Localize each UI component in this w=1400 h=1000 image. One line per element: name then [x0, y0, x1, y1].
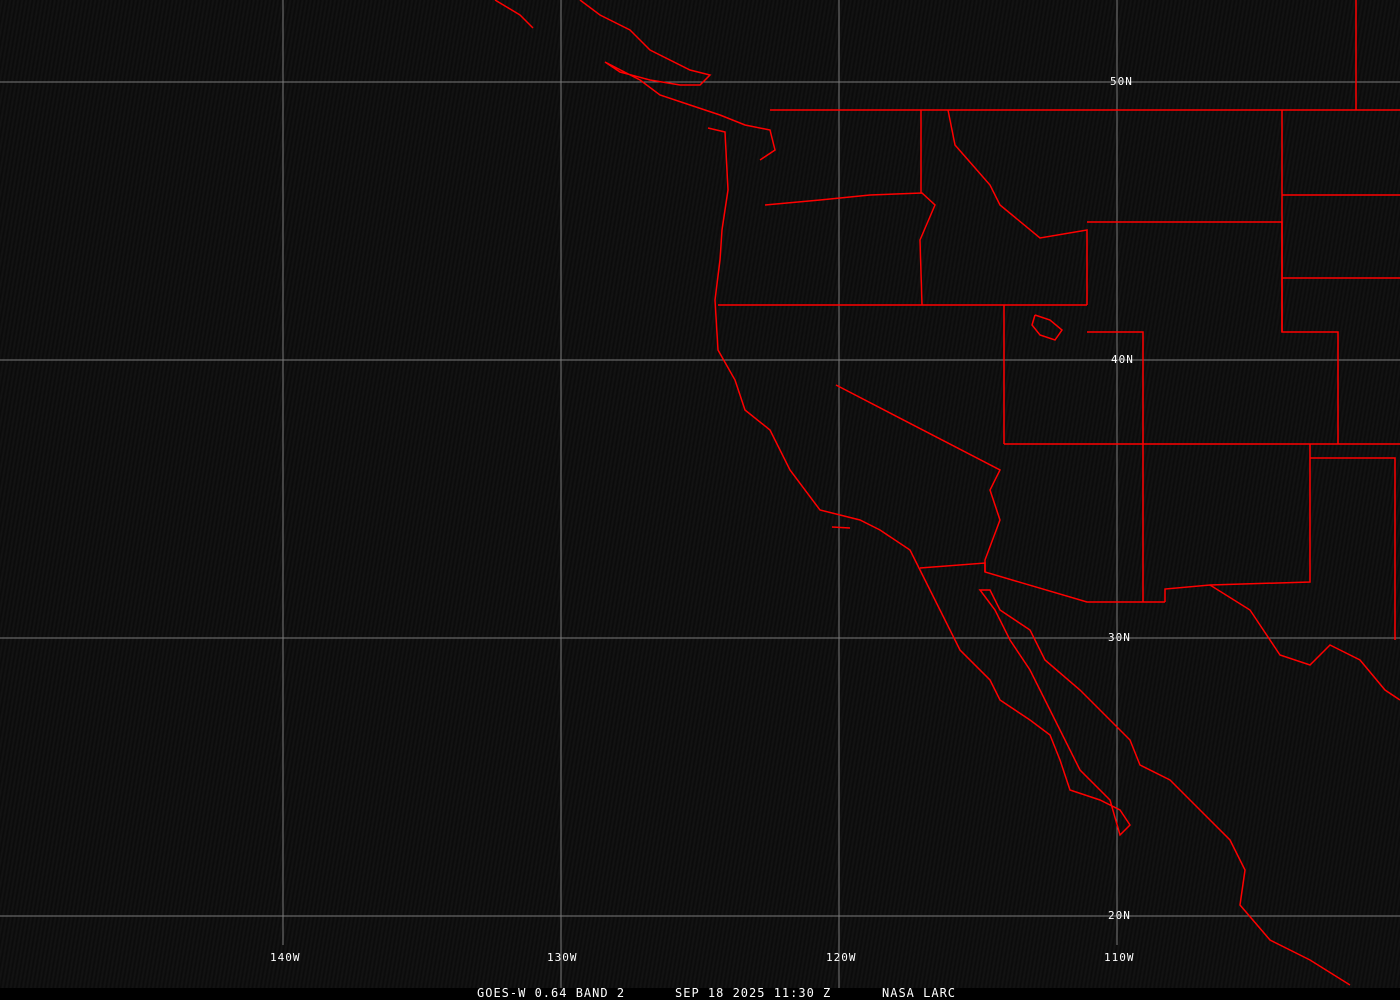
coastline-west	[494, 0, 534, 29]
border-ut-co	[1087, 331, 1144, 602]
border-us-mexico	[919, 562, 1165, 603]
lon-label-130w: 130W	[547, 951, 578, 964]
channel-islands	[831, 526, 851, 529]
lat-label-30n: 30N	[1108, 631, 1131, 644]
border-ca-nv	[835, 384, 1002, 572]
caption-datetime: SEP 18 2025 11:30 Z	[675, 986, 832, 1000]
border-id-mt	[947, 109, 1088, 305]
lon-label-140w: 140W	[270, 951, 301, 964]
lat-label-20n: 20N	[1108, 909, 1131, 922]
great-salt-lake	[1031, 314, 1064, 341]
lat-label-40n: 40N	[1111, 353, 1134, 366]
border-wa-or	[764, 192, 936, 306]
coastline-mexico	[1164, 584, 1400, 701]
caption-product: GOES-W 0.64 BAND 2	[477, 986, 626, 1000]
image-caption: GOES-W 0.64 BAND 2 SEP 18 2025 11:30 Z N…	[0, 986, 1400, 1000]
boundaries	[494, 0, 1400, 986]
lon-label-110w: 110W	[1104, 951, 1135, 964]
caption-source: NASA LARC	[882, 986, 957, 1000]
border-wy	[1087, 221, 1339, 444]
border-nm-east	[1209, 444, 1311, 586]
coastline-bc	[579, 0, 776, 161]
border-nm-tx	[1310, 457, 1396, 640]
lat-label-50n: 50N	[1110, 75, 1133, 88]
lon-label-120w: 120W	[826, 951, 857, 964]
coastline-pacific	[707, 127, 1351, 986]
